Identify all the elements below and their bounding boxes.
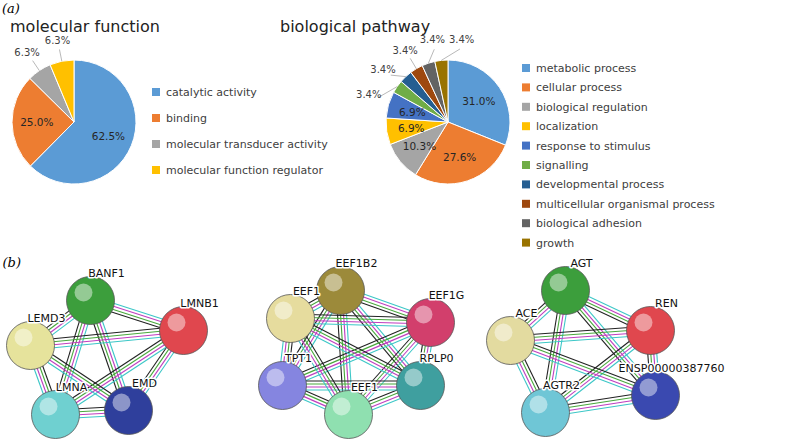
svg-text:62.5%: 62.5% bbox=[92, 130, 125, 142]
svg-text:6.9%: 6.9% bbox=[398, 122, 425, 134]
svg-text:cellular process: cellular process bbox=[536, 81, 622, 94]
svg-text:response to stimulus: response to stimulus bbox=[536, 140, 651, 153]
svg-text:EEF1G: EEF1G bbox=[429, 289, 465, 302]
svg-text:3.4%: 3.4% bbox=[420, 34, 445, 45]
svg-text:catalytic activity: catalytic activity bbox=[166, 86, 257, 99]
svg-text:signalling: signalling bbox=[536, 159, 589, 172]
svg-text:EMD: EMD bbox=[132, 377, 157, 390]
svg-text:biological regulation: biological regulation bbox=[536, 101, 648, 114]
svg-text:biological pathway: biological pathway bbox=[280, 17, 430, 36]
svg-text:EEF1: EEF1 bbox=[293, 285, 320, 298]
svg-text:ACE: ACE bbox=[516, 307, 538, 320]
svg-text:ENSP00000387760: ENSP00000387760 bbox=[619, 362, 725, 375]
svg-text:molecular function: molecular function bbox=[10, 17, 160, 36]
svg-text:growth: growth bbox=[536, 237, 574, 250]
svg-text:multicellular organismal proce: multicellular organismal process bbox=[536, 198, 715, 211]
svg-text:molecular function regulator: molecular function regulator bbox=[166, 164, 323, 177]
svg-text:RPLP0: RPLP0 bbox=[419, 352, 453, 365]
svg-text:TPT1: TPT1 bbox=[284, 352, 312, 365]
svg-text:metabolic process: metabolic process bbox=[536, 62, 636, 75]
svg-text:localization: localization bbox=[536, 120, 598, 133]
svg-text:10.3%: 10.3% bbox=[403, 140, 436, 152]
svg-text:3.4%: 3.4% bbox=[449, 34, 474, 45]
svg-text:6.9%: 6.9% bbox=[399, 106, 426, 118]
svg-text:6.3%: 6.3% bbox=[45, 35, 70, 46]
svg-text:EEF1: EEF1 bbox=[351, 381, 378, 394]
svg-text:biological adhesion: biological adhesion bbox=[536, 217, 642, 230]
svg-text:REN: REN bbox=[655, 297, 678, 310]
svg-text:binding: binding bbox=[166, 112, 207, 125]
svg-text:(b): (b) bbox=[3, 255, 21, 270]
svg-text:31.0%: 31.0% bbox=[462, 95, 495, 107]
svg-text:LEMD3: LEMD3 bbox=[27, 312, 65, 325]
svg-text:25.0%: 25.0% bbox=[20, 116, 53, 128]
svg-text:LMNA: LMNA bbox=[56, 381, 88, 394]
svg-text:3.4%: 3.4% bbox=[370, 64, 395, 75]
svg-text:molecular transducer activity: molecular transducer activity bbox=[166, 138, 328, 151]
svg-text:BANF1: BANF1 bbox=[88, 267, 125, 280]
svg-text:(a): (a) bbox=[2, 1, 20, 16]
svg-text:3.4%: 3.4% bbox=[356, 89, 381, 100]
svg-text:EEF1B2: EEF1B2 bbox=[336, 257, 378, 270]
svg-text:LMNB1: LMNB1 bbox=[180, 297, 218, 310]
svg-text:AGTR2: AGTR2 bbox=[543, 379, 580, 392]
svg-text:developmental process: developmental process bbox=[536, 178, 664, 191]
svg-text:3.4%: 3.4% bbox=[392, 45, 417, 56]
svg-text:27.6%: 27.6% bbox=[443, 151, 476, 163]
svg-text:AGT: AGT bbox=[570, 257, 592, 270]
svg-text:6.3%: 6.3% bbox=[14, 47, 39, 58]
